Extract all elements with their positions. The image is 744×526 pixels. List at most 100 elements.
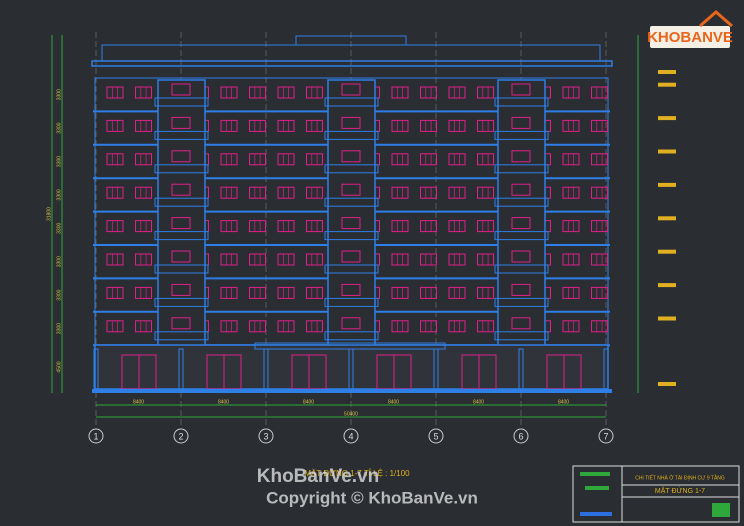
logo-roof xyxy=(699,10,733,28)
balcony xyxy=(494,331,549,341)
dim-text: 31800 xyxy=(46,207,52,221)
balcony xyxy=(494,231,549,241)
dim-text: 3300 xyxy=(56,89,62,100)
axis-bubble xyxy=(88,428,104,444)
axis-label: 1 xyxy=(93,431,98,441)
window xyxy=(477,220,494,233)
axis-label: 6 xyxy=(518,431,523,441)
dim-text: 3300 xyxy=(56,223,62,234)
window xyxy=(562,220,580,233)
axis-label: 2 xyxy=(178,431,183,441)
tower-window xyxy=(171,283,191,296)
axis-label: 5 xyxy=(433,431,438,441)
balcony xyxy=(324,130,379,140)
tower-window xyxy=(511,283,531,296)
title-sheet: MẶT ĐỨNG 1-7 xyxy=(655,486,705,495)
balcony xyxy=(494,130,549,140)
tower-window xyxy=(341,83,361,96)
title-logo xyxy=(585,486,609,490)
tower xyxy=(327,79,376,349)
window xyxy=(477,86,494,99)
window xyxy=(277,119,295,132)
level-mark xyxy=(658,182,676,187)
level-mark xyxy=(658,382,676,386)
window xyxy=(306,253,323,266)
balcony xyxy=(324,231,379,241)
window xyxy=(448,153,466,166)
tower-window xyxy=(511,183,531,196)
window xyxy=(591,220,608,233)
window xyxy=(591,86,608,99)
tower-window xyxy=(511,217,531,230)
window xyxy=(448,320,466,333)
window xyxy=(220,86,238,99)
window xyxy=(391,320,409,333)
window xyxy=(562,320,580,333)
axis-bubble xyxy=(343,428,359,444)
roof-slab xyxy=(91,60,613,67)
level-mark xyxy=(658,70,676,74)
balcony xyxy=(154,164,209,174)
window xyxy=(277,86,295,99)
window xyxy=(277,253,295,266)
window xyxy=(306,186,323,199)
window xyxy=(249,320,266,333)
window xyxy=(306,286,323,299)
axis-bubble xyxy=(598,428,614,444)
dim-text: 8400 xyxy=(388,399,399,405)
window xyxy=(562,253,580,266)
watermark: KhoBanVe.vn xyxy=(257,466,379,487)
window xyxy=(420,320,437,333)
balcony xyxy=(324,97,379,107)
logo: KHOBANVE xyxy=(647,10,733,48)
window xyxy=(448,286,466,299)
balcony xyxy=(154,97,209,107)
axis-bubble xyxy=(513,428,529,444)
window xyxy=(591,320,608,333)
window xyxy=(562,119,580,132)
tower xyxy=(497,79,546,349)
tower-window xyxy=(341,250,361,263)
window xyxy=(249,220,266,233)
window xyxy=(106,86,124,99)
window xyxy=(106,119,124,132)
tower xyxy=(157,79,206,349)
dim-text: 8400 xyxy=(558,399,569,405)
window xyxy=(249,153,266,166)
window xyxy=(135,286,152,299)
tower-window xyxy=(511,317,531,330)
window xyxy=(135,186,152,199)
window xyxy=(220,153,238,166)
window xyxy=(591,253,608,266)
tower-window xyxy=(341,283,361,296)
window xyxy=(249,86,266,99)
window xyxy=(277,286,295,299)
tower-window xyxy=(171,317,191,330)
title-logo xyxy=(580,512,612,516)
tower-window xyxy=(341,116,361,129)
window xyxy=(448,119,466,132)
balcony xyxy=(154,297,209,307)
tower-window xyxy=(171,183,191,196)
plinth xyxy=(92,389,612,393)
tower-window xyxy=(171,250,191,263)
level-mark xyxy=(658,283,676,288)
balcony xyxy=(494,297,549,307)
tower-window xyxy=(171,150,191,163)
window xyxy=(220,286,238,299)
tower-window xyxy=(511,250,531,263)
level-mark xyxy=(658,316,676,321)
window xyxy=(249,253,266,266)
title-block: CHI TIẾT NHÀ Ở TÁI ĐỊNH CƯ 9 TẦNG MẶT ĐỨ… xyxy=(572,465,740,523)
window xyxy=(477,186,494,199)
window xyxy=(591,153,608,166)
axis-label: 3 xyxy=(263,431,268,441)
window xyxy=(106,220,124,233)
window xyxy=(420,253,437,266)
balcony xyxy=(154,197,209,207)
window xyxy=(306,153,323,166)
window xyxy=(391,119,409,132)
window xyxy=(306,119,323,132)
title-stamp xyxy=(712,503,730,517)
